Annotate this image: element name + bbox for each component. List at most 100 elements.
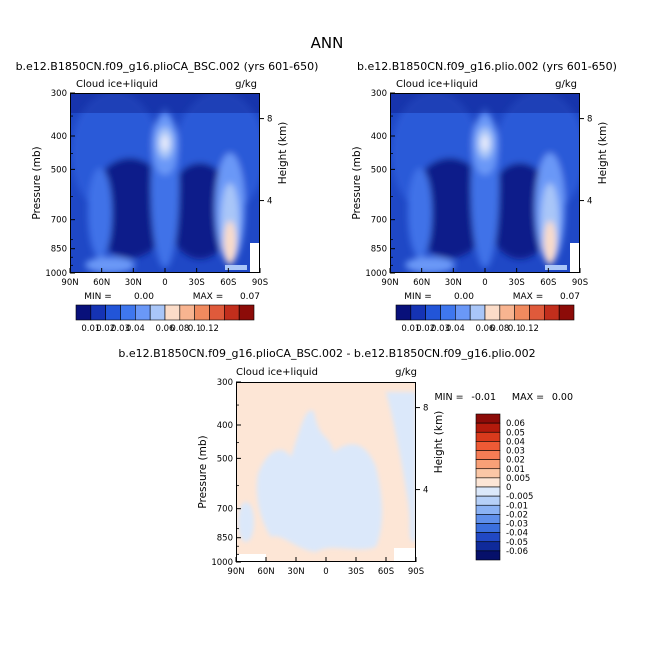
colorbar-label: -0.03 [506,520,528,530]
colorbar-swatch [475,550,501,561]
colorbar-label: 0.02 [416,324,435,334]
colorbar-label: 0.08 [490,324,509,334]
lat-tick-label: 90S [572,278,588,288]
colorbar-label: 0.1 [188,324,202,334]
colorbar-swatch [410,304,426,321]
colorbar-swatch [514,304,530,321]
height-tick-label: 8 [267,115,272,125]
lat-tick-label: 90N [61,278,78,288]
colorbar-swatch [149,304,166,321]
max-label: MAX = [193,292,224,302]
pressure-tick-label: 300 [51,89,67,99]
colorbar-swatch [475,413,501,424]
colorbar-label: 0.05 [506,428,525,438]
pressure-tick-label: 500 [51,165,67,175]
pressure-tick-label: 700 [51,216,67,226]
height-axis-label: Height (km) [597,122,609,185]
colorbar-label: -0.06 [506,547,528,557]
colorbar-label: -0.01 [506,501,528,511]
colorbar-swatch [475,422,501,433]
colorbar-swatch [120,304,136,321]
colorbar-swatch [164,304,181,321]
colorbar-swatch [105,304,121,321]
colorbar-label: 0 [506,483,511,493]
pressure-tick-label: 1000 [365,269,387,279]
max-label: MAX = [513,292,544,302]
colorbar-label: 0.06 [476,324,495,334]
colorbar-swatch [395,304,412,321]
colorbar-swatch [425,304,441,321]
colorbar-swatch [75,304,92,321]
lat-tick-label: 90N [227,567,244,577]
height-tick-label: 4 [423,486,428,496]
left-field-label: Cloud ice+liquid [76,79,158,90]
colorbar-label: 0.01 [401,324,420,334]
lat-tick-label: 60S [220,278,236,288]
colorbar-swatch [475,477,501,488]
min-label: MIN = [84,292,112,302]
colorbar-label: 0.06 [506,419,525,429]
height-tick-label: 4 [587,197,592,207]
colorbar-label: 0.12 [520,324,539,334]
pressure-tick-label: 500 [371,165,387,175]
colorbar-swatch [135,304,151,321]
pressure-tick-label: 700 [371,216,387,226]
pressure-tick-label: 850 [217,534,233,544]
lat-tick-label: 0 [323,567,328,577]
diff-units-label: g/kg [395,367,417,378]
right-plot-area [390,93,580,273]
colorbar-swatch [475,532,501,543]
lat-tick-label: 60N [413,278,430,288]
pressure-tick-label: 300 [371,89,387,99]
colorbar-label: -0.05 [506,538,528,548]
height-tick-label: 8 [587,115,592,125]
colorbar-swatch [475,431,501,442]
pressure-tick-label: 850 [51,245,67,255]
pressure-tick-label: 1000 [45,269,67,279]
pressure-tick-label: 700 [217,505,233,515]
pressure-tick-label: 300 [217,378,233,388]
colorbar-label: 0.03 [111,324,130,334]
max-value: 0.07 [240,292,260,302]
pressure-tick-label: 400 [51,132,67,142]
colorbar-swatch [475,495,501,506]
pressure-tick-label: 400 [371,132,387,142]
colorbar-swatch [475,441,501,451]
left-units-label: g/kg [235,79,257,90]
colorbar-diff: 0.060.050.040.030.020.010.0050-0.005-0.0… [475,413,533,561]
pressure-axis-label: Pressure (mb) [31,146,43,219]
colorbar-label: 0.06 [156,324,175,334]
colorbar-swatch [179,304,195,321]
diff-case-title: b.e12.B1850CN.f09_g16.plioCA_BSC.002 - b… [118,347,535,360]
colorbar-swatch [475,450,501,460]
height-tick-label: 4 [267,197,272,207]
colorbar-label: 0.03 [506,447,525,457]
lat-tick-label: 90S [408,567,424,577]
lat-tick-label: 60N [93,278,110,288]
lat-tick-label: 30S [189,278,205,288]
axes-panel-2: 300 400 500 700 850 1000 8 4 90N 60N 30N 0 30S 60S 90S… [197,378,445,577]
left-case-title: b.e12.B1850CN.f09_g16.plioCA_BSC.002 (yr… [16,60,319,73]
colorbar-swatch [224,304,240,321]
colorbar-left: 0.010.020.030.04 0.060.080.10.12 [75,304,255,334]
colorbar-swatch [90,304,106,321]
diff-max-label: MAX = [512,392,544,403]
colorbar-label: -0.005 [506,492,533,502]
right-field-label: Cloud ice+liquid [396,79,478,90]
diff-plot-area [236,382,416,562]
colorbar-label: 0.08 [170,324,189,334]
colorbar-swatch [558,304,575,321]
colorbar-swatch [475,523,501,533]
colorbar-swatch [194,304,210,321]
lat-tick-label: 30S [509,278,525,288]
min-label: MIN = [404,292,432,302]
colorbar-swatch [529,304,545,321]
colorbar-label: 0.02 [506,456,525,466]
colorbar-swatch [475,514,501,524]
diff-min-label: MIN = [434,392,463,403]
pressure-axis-label: Pressure (mb) [351,146,363,219]
panel-diff: b.e12.B1850CN.f09_g16.plioCA_BSC.002 - b… [118,347,573,562]
colorbar-label: 0.01 [506,465,525,475]
lat-tick-label: 30S [348,567,364,577]
right-case-title: b.e12.B1850CN.f09_g16.plio.002 (yrs 601-… [357,60,617,73]
